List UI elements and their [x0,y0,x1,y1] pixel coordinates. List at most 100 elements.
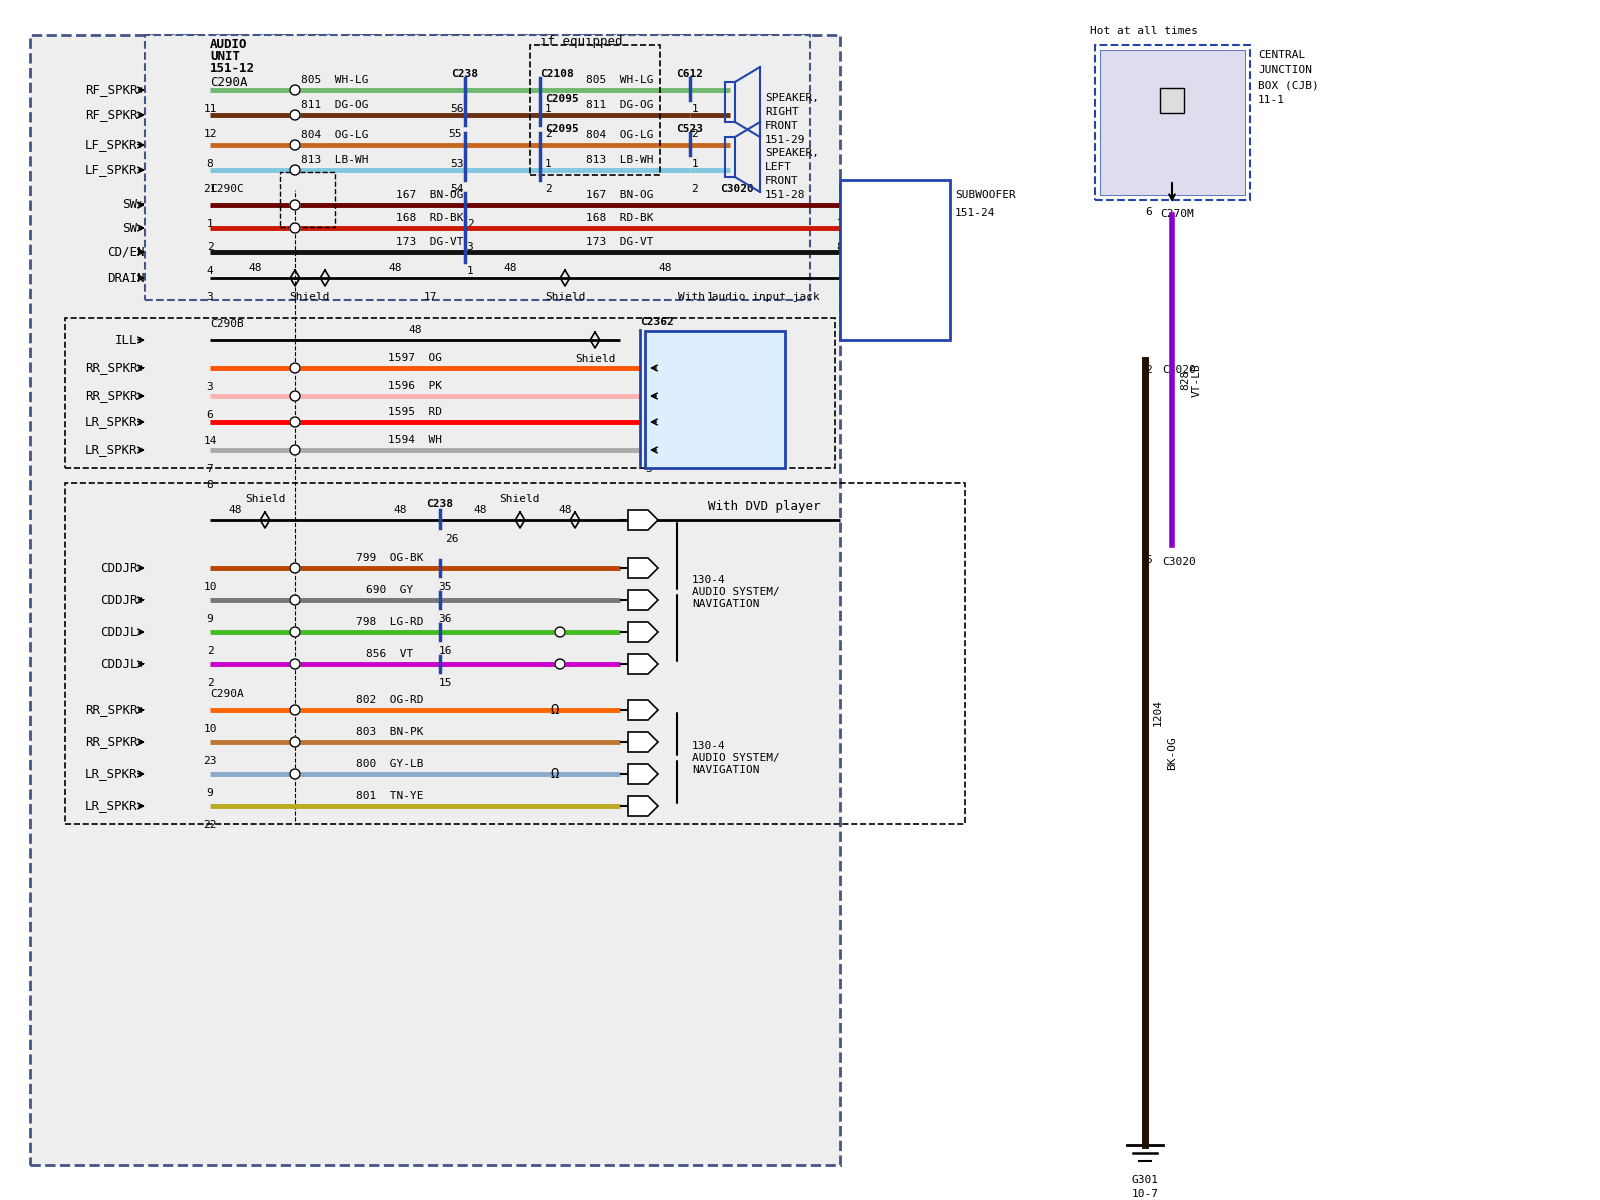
Bar [66,482,965,824]
Text: F38: F38 [1162,118,1182,128]
Text: C2095: C2095 [546,124,579,134]
Text: SPEAKER,: SPEAKER, [765,148,819,158]
Text: 10: 10 [203,582,216,592]
Text: Ω: Ω [550,703,558,716]
Text: SPEAKER,: SPEAKER, [765,92,819,103]
Text: 12: 12 [203,128,216,139]
Text: C3020: C3020 [720,184,754,194]
Text: 54: 54 [450,184,464,194]
Text: 130-4
AUDIO SYSTEM/
NAVIGATION: 130-4 AUDIO SYSTEM/ NAVIGATION [691,575,779,608]
Text: 14: 14 [203,436,216,446]
Text: VT-LB: VT-LB [1192,364,1202,397]
Text: ILL+: ILL+ [115,334,146,347]
Text: 11-1: 11-1 [1258,95,1285,104]
Polygon shape [627,622,658,642]
Text: 1596  PK: 1596 PK [387,382,442,391]
Circle shape [290,445,301,455]
Text: CDDJL-: CDDJL- [99,625,146,638]
Text: LR_SPKR+: LR_SPKR+ [653,416,701,427]
Text: With DVD player: With DVD player [707,500,819,514]
Text: C2362: C2362 [640,317,674,326]
Text: 151-29: 151-29 [765,134,805,145]
Text: 1: 1 [691,158,698,169]
Circle shape [290,391,301,401]
Text: 7: 7 [837,218,843,229]
Text: C290A: C290A [210,77,248,90]
Text: 9: 9 [206,788,213,798]
Text: LR_SPKR-: LR_SPKR- [85,444,146,456]
Text: G301: G301 [1131,1175,1158,1186]
Circle shape [290,737,301,746]
Text: RIGHT: RIGHT [765,107,798,116]
Text: CDDJL+: CDDJL+ [99,658,146,671]
Text: 1204: 1204 [1154,700,1163,726]
Text: 1595  RD: 1595 RD [387,407,442,416]
Text: 2: 2 [691,184,698,194]
Text: SUBWOOFER: SUBWOOFER [955,190,1016,200]
Text: C290A: C290A [210,689,243,698]
Bar [530,44,661,175]
Polygon shape [627,558,658,578]
Text: 1: 1 [645,382,651,392]
Text: 13-10: 13-10 [1155,148,1189,158]
Text: JACK: JACK [701,370,728,379]
Text: 173  DG-VT: 173 DG-VT [397,236,464,247]
Text: Shield: Shield [499,494,541,504]
Text: 10: 10 [203,724,216,734]
Text: 1597  OG: 1597 OG [387,353,442,362]
Text: Ω: Ω [550,767,558,781]
Text: 48: 48 [658,263,672,272]
Text: 802  OG-RD: 802 OG-RD [357,695,424,704]
Text: 804  OG-LG: 804 OG-LG [301,130,368,140]
Text: CENTRAL: CENTRAL [1258,50,1306,60]
Text: 151-24: 151-24 [955,208,995,218]
Text: 25A: 25A [1162,133,1182,143]
Bar [725,137,734,176]
Circle shape [290,563,301,572]
Polygon shape [627,654,658,674]
Circle shape [290,595,301,605]
Polygon shape [627,732,658,752]
Text: 805  WH-LG: 805 WH-LG [586,74,654,85]
Circle shape [290,362,301,373]
Text: RR_SPKR+: RR_SPKR+ [85,703,146,716]
Circle shape [290,223,301,233]
Bar [30,35,840,1165]
Text: 8: 8 [206,158,213,169]
Text: 2: 2 [206,646,213,656]
Bar [280,172,334,227]
Text: 3: 3 [206,292,213,302]
Bar [1094,44,1250,200]
Text: CD/EN: CD/EN [107,246,146,258]
Text: SW-: SW- [123,222,146,234]
Text: 801  TN-YE: 801 TN-YE [357,791,424,802]
Circle shape [555,659,565,670]
Text: F: F [634,799,642,812]
Circle shape [290,626,301,637]
Text: 16: 16 [438,646,451,656]
Bar [66,318,835,468]
Text: 799  OG-BK: 799 OG-BK [357,553,424,563]
Text: 5: 5 [1146,554,1152,565]
Polygon shape [627,796,658,816]
Text: Hot at all times: Hot at all times [1090,26,1198,36]
Text: AUDIO: AUDIO [210,38,248,52]
Text: 804  OG-LG: 804 OG-LG [586,130,654,140]
Text: 151-28: 151-28 [765,190,805,200]
Text: LF_SPKR-: LF_SPKR- [85,163,146,176]
Polygon shape [627,590,658,610]
Text: 2: 2 [467,218,474,229]
Text: 8: 8 [206,480,213,490]
Text: C238: C238 [451,68,478,79]
Text: 168  RD-BK: 168 RD-BK [397,214,464,223]
Circle shape [290,704,301,715]
Text: LR_SPKR+: LR_SPKR+ [85,768,146,780]
Text: C3020: C3020 [1162,365,1195,374]
Text: CDDJR+: CDDJR+ [99,594,146,606]
Bar [1160,88,1184,113]
Text: 798  LG-RD: 798 LG-RD [357,617,424,626]
Circle shape [290,164,301,175]
Text: INPUT: INPUT [698,355,731,365]
Text: Shield: Shield [574,354,616,364]
Text: 3: 3 [467,242,474,252]
